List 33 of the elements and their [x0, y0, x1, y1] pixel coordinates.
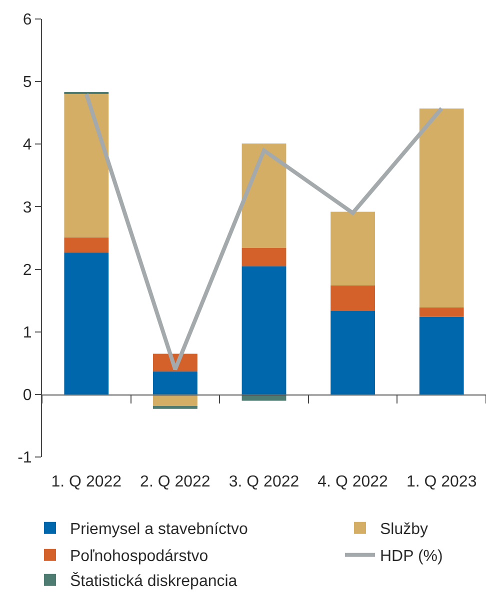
- y-tick-label: 4: [22, 136, 32, 154]
- bar: [242, 266, 286, 394]
- x-tick-label: 2. Q 2022: [140, 474, 210, 491]
- bar: [330, 286, 375, 311]
- bar: [64, 93, 109, 238]
- y-tick-label: 2: [22, 262, 32, 279]
- bar: [153, 406, 198, 409]
- legend-label: Štatistická diskrepancia: [70, 572, 238, 590]
- legend-label: Priemysel a stavebníctvo: [70, 521, 248, 538]
- legend-label: HDP (%): [380, 548, 443, 566]
- y-tick-label: 5: [22, 74, 32, 92]
- bar: [242, 144, 286, 248]
- legend-label: Poľnohospodárstvo: [70, 548, 208, 566]
- legend-label: Služby: [380, 521, 428, 538]
- bar: [419, 316, 464, 394]
- bar: [64, 237, 109, 252]
- bar: [64, 252, 109, 394]
- line-series: [84, 92, 444, 372]
- y-tick-label: 3: [22, 199, 32, 216]
- y-tick-label: 6: [22, 12, 32, 29]
- bar: [242, 248, 286, 266]
- x-tick-label: 3. Q 2022: [228, 474, 300, 491]
- y-tick-label: 1: [22, 324, 32, 342]
- x-tick-label: 4. Q 2022: [318, 474, 388, 491]
- bar: [419, 108, 464, 308]
- x-tick-label: 1. Q 2022: [51, 474, 122, 491]
- y-tick-label: -1: [18, 450, 32, 467]
- y-tick-label: 0: [22, 387, 32, 404]
- x-tick-label: 1. Q 2023: [406, 474, 477, 491]
- bar: [330, 212, 375, 286]
- bar: [419, 307, 464, 317]
- bar: [330, 310, 375, 394]
- bar: [153, 371, 198, 394]
